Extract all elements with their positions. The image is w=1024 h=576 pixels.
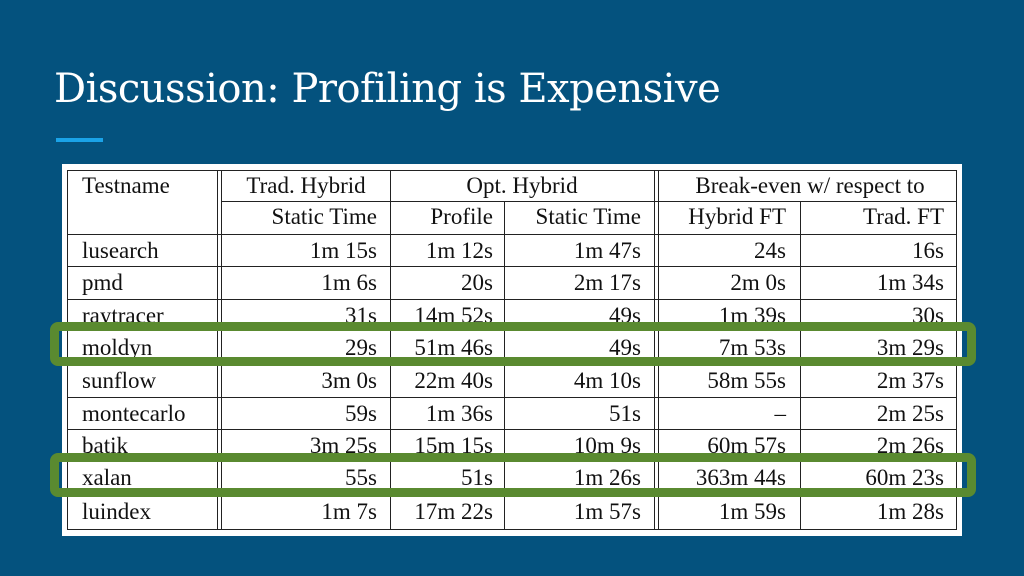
cell-trad-static-time: 3m 0s: [321, 368, 377, 393]
slide-title: Discussion: Profiling is Expensive: [54, 66, 721, 112]
header-opt-hybrid: Opt. Hybrid: [466, 173, 578, 198]
column-divider: [217, 170, 218, 530]
cell-trad-static-time: 1m 6s: [321, 270, 377, 295]
cell-hybrid-ft: 363m 44s: [695, 465, 786, 490]
cell-hybrid-ft: 2m 0s: [730, 270, 786, 295]
table-sub-header-row: Static Time Profile Static Time Hybrid F…: [62, 201, 962, 233]
column-divider: [221, 170, 222, 530]
cell-hybrid-ft: 24s: [754, 238, 786, 263]
header-hybrid-ft: Hybrid FT: [688, 204, 786, 229]
header-trad-static-time: Static Time: [271, 204, 377, 229]
header-break-even: Break-even w/ respect to: [695, 173, 925, 198]
cell-hybrid-ft: –: [774, 401, 787, 426]
cell-testname: moldyn: [82, 335, 153, 360]
cell-trad-ft: 60m 23s: [865, 465, 944, 490]
row-rule: [67, 429, 957, 430]
cell-profile: 51s: [461, 465, 493, 490]
column-divider: [658, 170, 659, 530]
cell-profile: 1m 12s: [425, 238, 493, 263]
header-trad-hybrid: Trad. Hybrid: [246, 173, 366, 198]
table-row: pmd 1m 6s 20s 2m 17s 2m 0s 1m 34s: [62, 267, 962, 299]
table-row: luindex 1m 7s 17m 22s 1m 57s 1m 59s 1m 28s: [62, 496, 962, 528]
table-bottom-rule: [67, 529, 957, 530]
cell-hybrid-ft: 58m 55s: [707, 368, 786, 393]
cell-opt-static-time: 4m 10s: [573, 368, 641, 393]
table-right-border: [956, 170, 957, 530]
header-mid-rule: [222, 201, 957, 202]
header-trad-ft: Trad. FT: [863, 204, 944, 229]
cell-opt-static-time: 51s: [609, 401, 641, 426]
cell-trad-ft: 16s: [912, 238, 944, 263]
cell-trad-static-time: 1m 15s: [309, 238, 377, 263]
header-testname: Testname: [82, 173, 170, 198]
column-divider: [390, 170, 391, 530]
table-row: lusearch 1m 15s 1m 12s 1m 47s 24s 16s: [62, 235, 962, 267]
table-group-header-row: Testname Trad. Hybrid Opt. Hybrid Break-…: [62, 170, 962, 202]
cell-profile: 1m 36s: [425, 401, 493, 426]
table-row: xalan 55s 51s 1m 26s 363m 44s 60m 23s: [62, 462, 962, 494]
cell-profile: 51m 46s: [414, 335, 493, 360]
cell-testname: montecarlo: [82, 401, 186, 426]
header-profile: Profile: [430, 204, 493, 229]
cell-trad-ft: 2m 37s: [876, 368, 944, 393]
cell-opt-static-time: 1m 47s: [573, 238, 641, 263]
cell-profile: 22m 40s: [414, 368, 493, 393]
cell-hybrid-ft: 7m 53s: [718, 335, 786, 360]
cell-trad-static-time: 29s: [345, 335, 377, 360]
cell-trad-ft: 3m 29s: [876, 335, 944, 360]
cell-trad-ft: 1m 34s: [876, 270, 944, 295]
results-table: Testname Trad. Hybrid Opt. Hybrid Break-…: [62, 164, 962, 536]
cell-opt-static-time: 2m 17s: [573, 270, 641, 295]
cell-trad-ft: 1m 28s: [876, 499, 944, 524]
cell-testname: xalan: [82, 465, 132, 490]
header-opt-static-time: Static Time: [535, 204, 641, 229]
header-bottom-rule: [67, 234, 957, 235]
cell-testname: luindex: [82, 499, 151, 524]
cell-profile: 20s: [461, 270, 493, 295]
cell-opt-static-time: 1m 57s: [573, 499, 641, 524]
column-divider: [654, 170, 655, 530]
cell-testname: sunflow: [82, 368, 157, 393]
table-row: sunflow 3m 0s 22m 40s 4m 10s 58m 55s 2m 37s: [62, 365, 962, 397]
cell-opt-static-time: 1m 26s: [573, 465, 641, 490]
row-rule: [67, 397, 957, 398]
cell-testname: pmd: [82, 270, 123, 295]
highlight-box-moldyn: [50, 322, 976, 366]
cell-trad-ft: 2m 25s: [876, 401, 944, 426]
row-rule: [67, 299, 957, 300]
cell-trad-static-time: 55s: [345, 465, 377, 490]
table-row: moldyn 29s 51m 46s 49s 7m 53s 3m 29s: [62, 332, 962, 364]
cell-profile: 17m 22s: [414, 499, 493, 524]
table-left-border: [67, 170, 68, 530]
table-row: montecarlo 59s 1m 36s 51s – 2m 25s: [62, 398, 962, 430]
cell-trad-static-time: 1m 7s: [321, 499, 377, 524]
row-rule: [67, 266, 957, 267]
cell-testname: lusearch: [82, 238, 159, 263]
cell-trad-static-time: 59s: [345, 401, 377, 426]
cell-hybrid-ft: 1m 59s: [718, 499, 786, 524]
highlight-box-xalan: [50, 453, 976, 497]
title-accent-bar: [56, 138, 103, 142]
table-top-rule: [67, 170, 957, 171]
cell-opt-static-time: 49s: [609, 335, 641, 360]
